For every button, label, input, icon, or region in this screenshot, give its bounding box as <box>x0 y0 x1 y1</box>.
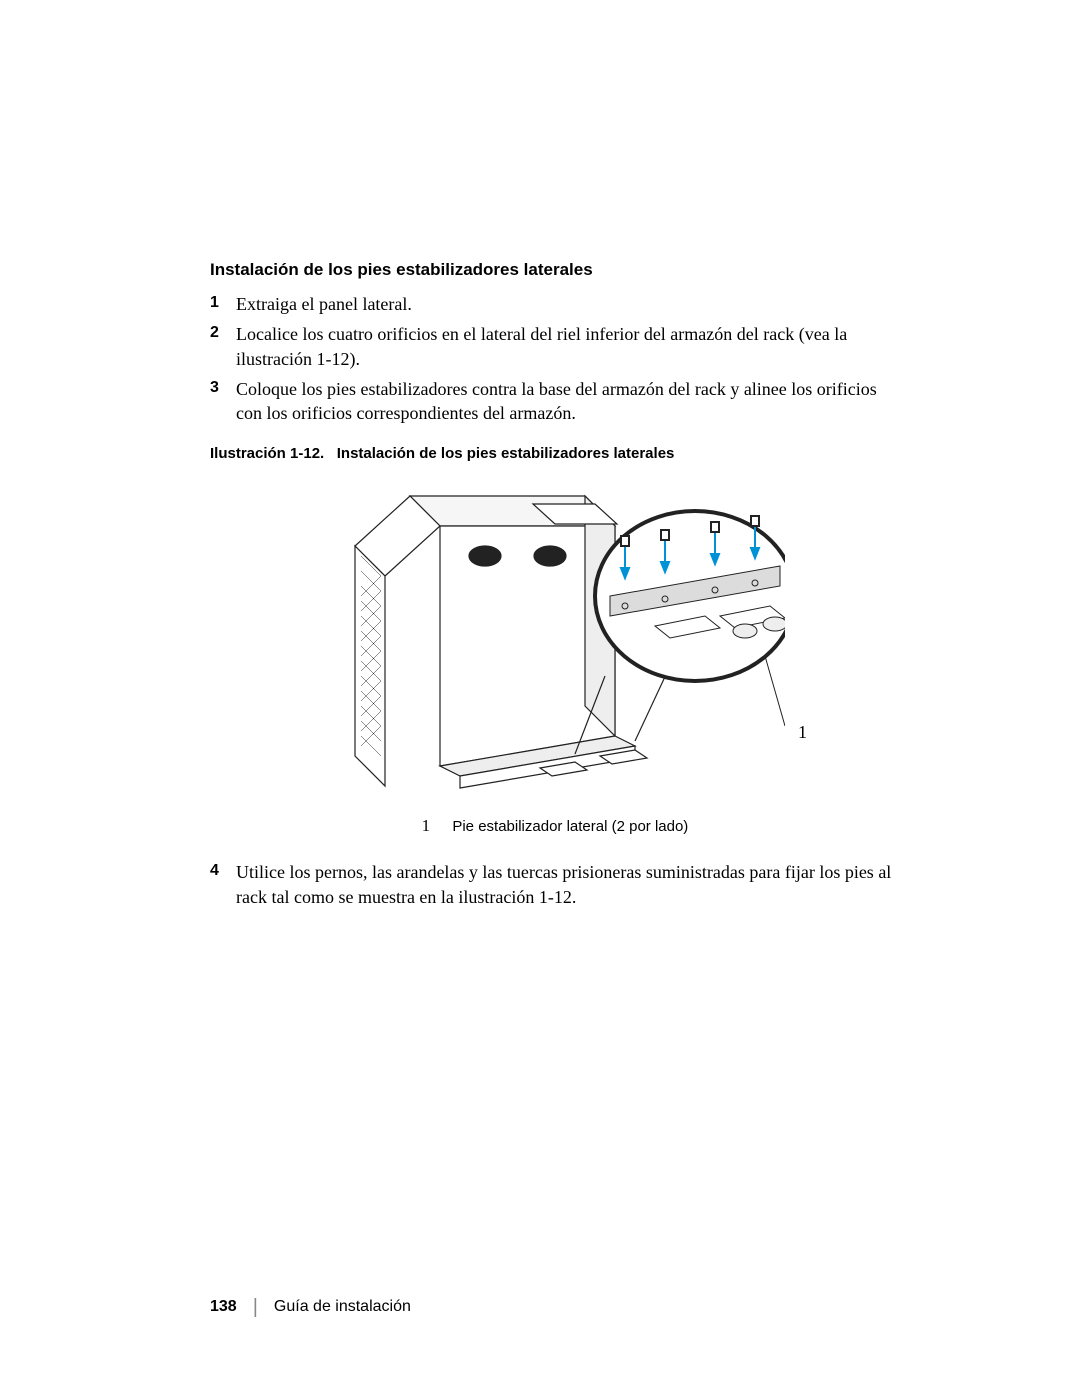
figure-title: Ilustración 1-12. Instalación de los pie… <box>210 445 900 462</box>
step-number: 1 <box>210 292 236 314</box>
figure-label: Ilustración 1-12. <box>210 445 324 462</box>
section-heading: Instalación de los pies estabilizadores … <box>210 260 900 280</box>
step-text: Coloque los pies estabilizadores contra … <box>236 377 900 426</box>
technical-illustration: 1 <box>325 476 785 806</box>
step-number: 4 <box>210 860 236 882</box>
step-text: Extraiga el panel lateral. <box>236 292 900 316</box>
steps-top: 1 Extraiga el panel lateral. 2 Localice … <box>210 292 900 425</box>
document-page: Instalación de los pies estabilizadores … <box>0 0 1080 1397</box>
figure-legend: 1 Pie estabilizador lateral (2 por lado) <box>210 816 900 836</box>
legend-number: 1 <box>422 816 431 835</box>
step-number: 3 <box>210 377 236 399</box>
step-number: 2 <box>210 322 236 344</box>
step-text: Utilice los pernos, las arandelas y las … <box>236 860 900 909</box>
footer-title: Guía de instalación <box>274 1298 411 1316</box>
step-item: 2 Localice los cuatro orificios en el la… <box>210 322 900 371</box>
legend-text: Pie estabilizador lateral (2 por lado) <box>452 818 688 835</box>
figure-name: Instalación de los pies estabilizadores … <box>337 445 675 462</box>
footer-separator: | <box>253 1297 258 1317</box>
step-item: 3 Coloque los pies estabilizadores contr… <box>210 377 900 426</box>
step-item: 4 Utilice los pernos, las arandelas y la… <box>210 860 900 909</box>
steps-bottom: 4 Utilice los pernos, las arandelas y la… <box>210 860 900 909</box>
step-item: 1 Extraiga el panel lateral. <box>210 292 900 316</box>
rack-illustration-svg <box>325 476 785 806</box>
page-number: 138 <box>210 1298 237 1316</box>
figure-callout-number: 1 <box>798 722 807 743</box>
step-text: Localice los cuatro orificios en el late… <box>236 322 900 371</box>
page-footer: 138 | Guía de instalación <box>210 1297 411 1317</box>
